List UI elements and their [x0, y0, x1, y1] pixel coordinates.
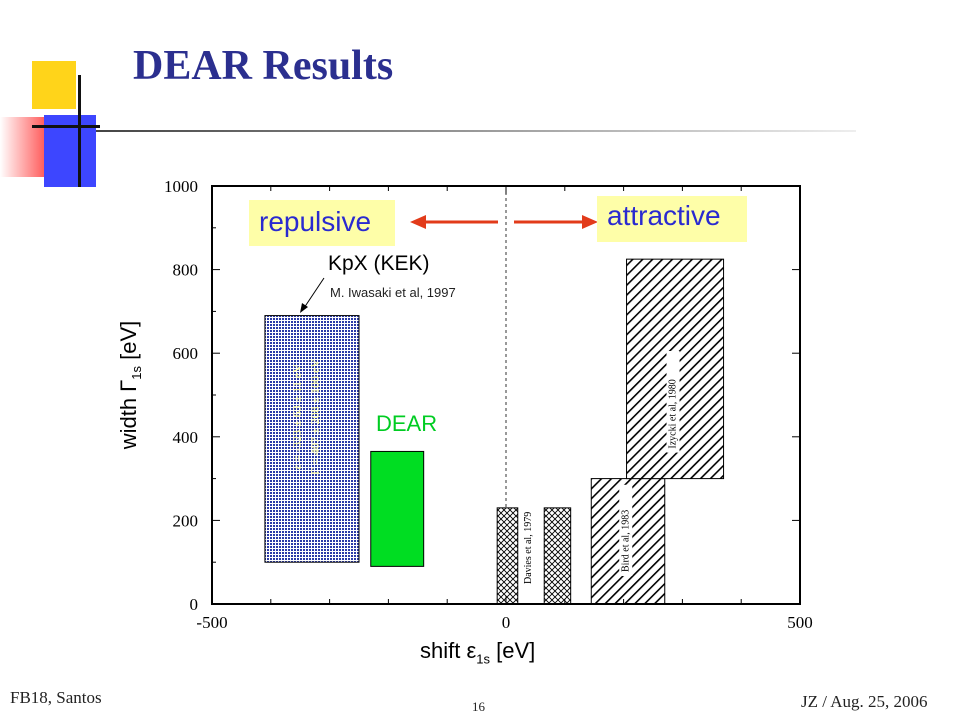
y-tick-label: 400	[173, 428, 199, 447]
y-tick-label: 200	[173, 511, 199, 530]
y-axis-label-unit: [eV]	[115, 320, 141, 360]
kpx-width-value: Γ = 407 ± 208 ± 100 eV	[308, 359, 322, 475]
footer-left: FB18, Santos	[10, 688, 102, 707]
attractive-arrow-head	[582, 215, 598, 229]
kpx-title: KpX (KEK)	[328, 252, 430, 275]
repulsive-label: repulsive	[259, 206, 372, 237]
y-tick-label: 1000	[164, 177, 198, 196]
kpx-pointer-line	[303, 277, 325, 309]
x-axis-label: shift ε1s [eV]	[420, 638, 535, 666]
measurement-box-davies-a	[496, 507, 519, 605]
decorative-logo	[0, 55, 856, 195]
repulsive-box	[249, 200, 395, 246]
side-label-davies-a: Davies et al, 1979	[523, 512, 534, 584]
attractive-label: attractive	[607, 200, 721, 231]
page-number: 16	[472, 699, 485, 714]
side-label-izycki: Izycki et al, 1980	[668, 379, 679, 448]
y-tick-label: 600	[173, 344, 199, 363]
kpx-pointer-head	[300, 303, 308, 313]
repulsive-arrow-head	[410, 215, 426, 229]
x-axis-label-sub: 1s	[476, 651, 491, 667]
side-label-bg-bird	[619, 484, 633, 576]
y-axis-label-main: width Γ	[115, 379, 141, 450]
kpx-shift-value: ε = -323 ± 63 ± 11 eV	[290, 364, 304, 470]
side-label-bg-izycki	[666, 351, 680, 453]
attractive-box	[597, 196, 747, 242]
footer-right: JZ / Aug. 25, 2006	[801, 692, 928, 711]
y-axis-label-sub: 1s	[129, 365, 145, 380]
slide-title: DEAR Results	[133, 43, 394, 89]
measurement-box-dear	[370, 450, 425, 567]
measurement-box-davies-b	[543, 507, 572, 605]
measurement-box-kpx	[264, 315, 360, 563]
kpx-reference: M. Iwasaki et al, 1997	[330, 285, 456, 300]
x-axis-label-main: shift ε	[420, 638, 477, 663]
x-tick-label: 500	[787, 613, 813, 632]
side-label-bg-davies-a	[522, 486, 536, 588]
y-tick-label: 800	[173, 261, 199, 280]
y-tick-label: 0	[190, 595, 199, 614]
dear-label: DEAR	[376, 411, 438, 436]
y-axis-label: width Γ1s [eV]	[116, 321, 144, 450]
x-tick-label: 0	[502, 613, 511, 632]
side-label-bird: Bird et al, 1983	[620, 510, 631, 572]
x-tick-label: -500	[196, 613, 227, 632]
x-axis-label-unit: [eV]	[496, 638, 536, 663]
